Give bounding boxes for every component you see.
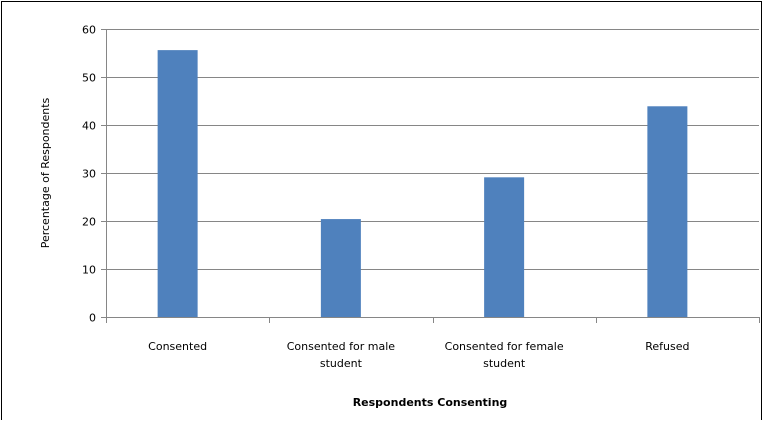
y-tick-label: 10	[82, 264, 96, 277]
x-category-label-line: student	[483, 357, 526, 370]
x-category-label-line: Refused	[645, 340, 689, 353]
x-category-label-line: Consented for male	[287, 340, 396, 353]
labels: 0 10 20 30 40 50 60 Consented Consented for male…	[82, 24, 690, 371]
axes	[101, 29, 760, 323]
x-axis-title: Respondents Consenting	[353, 396, 508, 409]
bars	[157, 50, 688, 318]
x-category-label: Refused	[645, 340, 689, 353]
y-tick-label: 20	[82, 216, 96, 229]
bar	[484, 177, 525, 317]
x-category-label-line: student	[320, 357, 363, 370]
x-category-label: Consented for female student	[445, 340, 564, 370]
y-axis-title: Percentage of Respondents	[39, 97, 52, 248]
y-tick-label: 40	[82, 120, 96, 133]
y-tick-label: 60	[82, 24, 96, 37]
y-tick-label: 0	[89, 312, 96, 325]
x-category-label: Consented	[148, 340, 207, 353]
bar	[157, 50, 198, 318]
bar	[320, 219, 361, 317]
x-category-label-line: Consented	[148, 340, 207, 353]
x-category-label-line: Consented for female	[445, 340, 564, 353]
y-tick-label: 50	[82, 72, 96, 85]
x-category-label: Consented for male student	[287, 340, 396, 370]
bar	[647, 106, 688, 317]
y-tick-label: 30	[82, 168, 96, 181]
